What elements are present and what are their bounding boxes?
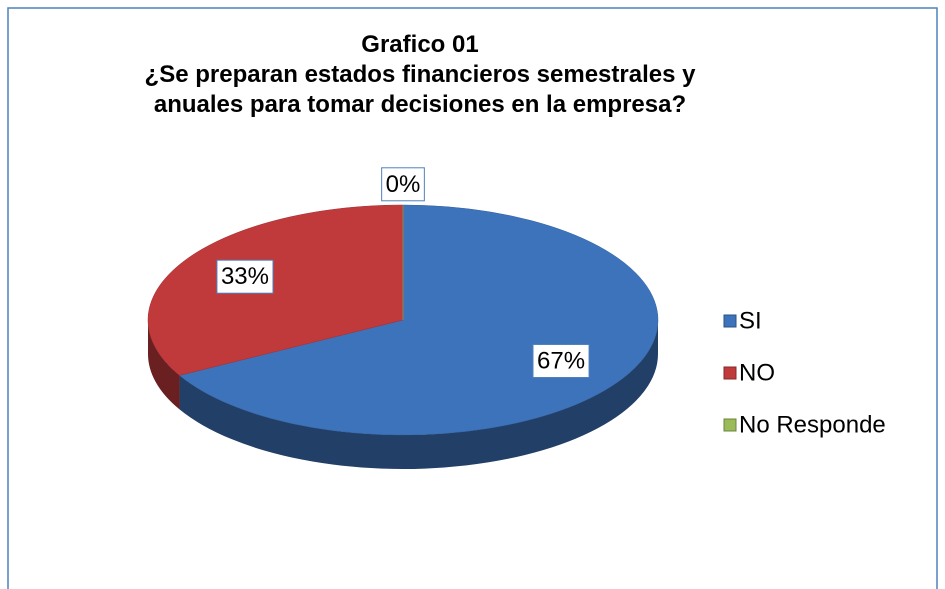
data-label: 0% xyxy=(386,171,421,198)
slice-side xyxy=(179,320,658,469)
legend-swatch xyxy=(723,314,737,328)
data-label: 33% xyxy=(221,263,269,290)
data-label-box xyxy=(216,259,274,294)
legend-swatch xyxy=(723,418,737,432)
chart-frame xyxy=(7,7,938,589)
titles: Grafico 01 ¿Se preparan estados financie… xyxy=(140,30,700,120)
legend-swatch xyxy=(723,366,737,380)
legend-label: No Responde xyxy=(739,411,886,438)
slice xyxy=(147,204,404,376)
legend-label: NO xyxy=(739,359,775,386)
legend-label: SI xyxy=(739,307,762,334)
chart-title: Grafico 01 xyxy=(361,31,479,58)
slice-side xyxy=(148,320,180,410)
chart-subtitle: ¿Se preparan estados financieros semestr… xyxy=(144,61,696,118)
data-label-box xyxy=(381,167,425,202)
data-label-box xyxy=(532,343,590,378)
data-label: 67% xyxy=(537,347,585,374)
